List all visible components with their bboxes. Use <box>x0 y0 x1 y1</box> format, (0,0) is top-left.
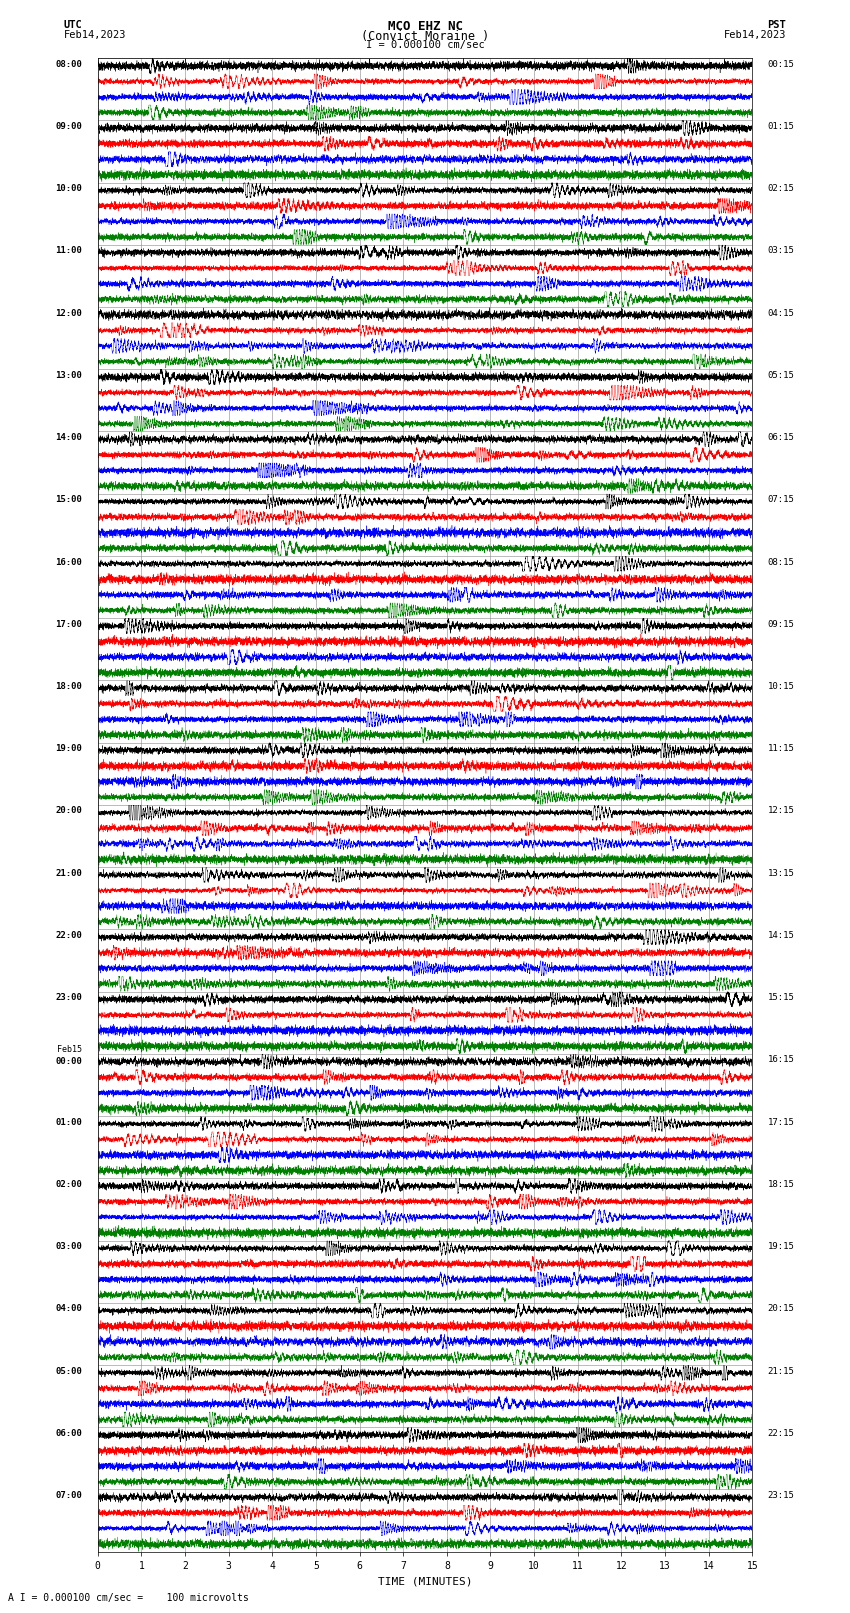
Text: 03:00: 03:00 <box>55 1242 82 1252</box>
Text: 01:00: 01:00 <box>55 1118 82 1126</box>
Text: 00:15: 00:15 <box>768 60 795 69</box>
Text: 11:00: 11:00 <box>55 247 82 255</box>
Text: 15:00: 15:00 <box>55 495 82 505</box>
Text: 13:15: 13:15 <box>768 869 795 877</box>
Text: 17:00: 17:00 <box>55 619 82 629</box>
Text: 04:00: 04:00 <box>55 1305 82 1313</box>
Text: 16:00: 16:00 <box>55 558 82 566</box>
Text: 17:15: 17:15 <box>768 1118 795 1126</box>
Text: MCO EHZ NC: MCO EHZ NC <box>388 19 462 34</box>
Text: UTC: UTC <box>64 19 82 31</box>
Text: 19:15: 19:15 <box>768 1242 795 1252</box>
Text: 11:15: 11:15 <box>768 744 795 753</box>
Text: 14:00: 14:00 <box>55 432 82 442</box>
Text: 20:15: 20:15 <box>768 1305 795 1313</box>
Text: 08:00: 08:00 <box>55 60 82 69</box>
Text: 10:15: 10:15 <box>768 682 795 690</box>
Text: 13:00: 13:00 <box>55 371 82 379</box>
Text: 07:00: 07:00 <box>55 1490 82 1500</box>
Text: PST: PST <box>768 19 786 31</box>
Text: 15:15: 15:15 <box>768 994 795 1002</box>
X-axis label: TIME (MINUTES): TIME (MINUTES) <box>377 1576 473 1586</box>
Text: 21:15: 21:15 <box>768 1366 795 1376</box>
Text: 20:00: 20:00 <box>55 806 82 816</box>
Text: 14:15: 14:15 <box>768 931 795 940</box>
Text: 00:00: 00:00 <box>55 1057 82 1066</box>
Text: 23:00: 23:00 <box>55 994 82 1002</box>
Text: 23:15: 23:15 <box>768 1490 795 1500</box>
Text: 22:15: 22:15 <box>768 1429 795 1437</box>
Text: (Convict Moraine ): (Convict Moraine ) <box>361 31 489 44</box>
Text: 08:15: 08:15 <box>768 558 795 566</box>
Text: 05:00: 05:00 <box>55 1366 82 1376</box>
Text: Feb14,2023: Feb14,2023 <box>723 31 786 40</box>
Text: 05:15: 05:15 <box>768 371 795 379</box>
Text: 18:00: 18:00 <box>55 682 82 690</box>
Text: I = 0.000100 cm/sec: I = 0.000100 cm/sec <box>366 39 484 50</box>
Text: 02:00: 02:00 <box>55 1179 82 1189</box>
Text: 06:15: 06:15 <box>768 432 795 442</box>
Text: 06:00: 06:00 <box>55 1429 82 1437</box>
Text: 12:15: 12:15 <box>768 806 795 816</box>
Text: 19:00: 19:00 <box>55 744 82 753</box>
Text: 02:15: 02:15 <box>768 184 795 194</box>
Text: 12:00: 12:00 <box>55 308 82 318</box>
Text: 04:15: 04:15 <box>768 308 795 318</box>
Text: 09:00: 09:00 <box>55 123 82 131</box>
Text: 21:00: 21:00 <box>55 869 82 877</box>
Text: 22:00: 22:00 <box>55 931 82 940</box>
Text: Feb15: Feb15 <box>58 1045 82 1053</box>
Text: 07:15: 07:15 <box>768 495 795 505</box>
Text: 09:15: 09:15 <box>768 619 795 629</box>
Text: 03:15: 03:15 <box>768 247 795 255</box>
Text: 10:00: 10:00 <box>55 184 82 194</box>
Text: 01:15: 01:15 <box>768 123 795 131</box>
Text: A I = 0.000100 cm/sec =    100 microvolts: A I = 0.000100 cm/sec = 100 microvolts <box>8 1594 249 1603</box>
Text: Feb14,2023: Feb14,2023 <box>64 31 127 40</box>
Text: 18:15: 18:15 <box>768 1179 795 1189</box>
Text: 16:15: 16:15 <box>768 1055 795 1065</box>
